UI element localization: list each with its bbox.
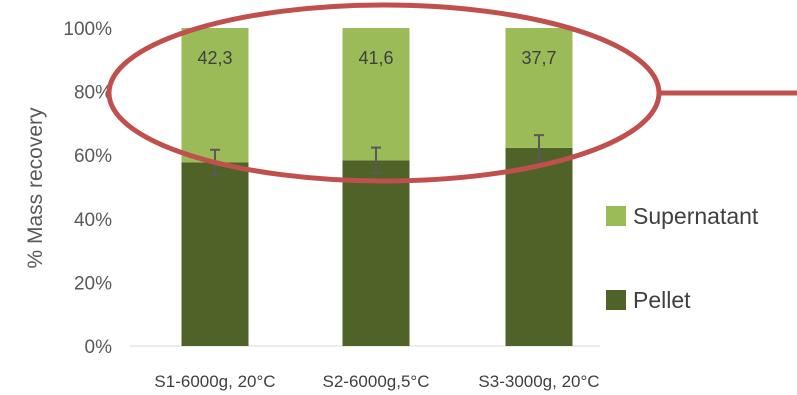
bar-supernatant (505, 28, 573, 148)
y-tick-label: 40% (74, 210, 112, 231)
x-category-label: S1-6000g, 20°C (154, 372, 275, 391)
error-bar (534, 134, 544, 162)
legend-swatch (606, 290, 626, 310)
bars: 42,3 41,6 37,7 (181, 28, 573, 346)
y-tick-label: 0% (85, 337, 113, 358)
data-label-supernatant: 42,3 (197, 48, 232, 68)
x-axis-categories: S1-6000g, 20°C S2-6000g,5°C S3-3000g, 20°C (154, 372, 599, 391)
data-label-supernatant: 41,6 (358, 48, 393, 68)
y-axis-label: % Mass recovery (24, 107, 47, 269)
bar-supernatant (342, 28, 410, 161)
error-bar (371, 146, 381, 175)
legend-label: Supernatant (633, 203, 759, 229)
y-tick-label: 100% (63, 19, 112, 40)
annotation (106, 2, 797, 184)
legend-label: Pellet (633, 287, 691, 313)
x-category-label: S3-3000g, 20°C (478, 372, 599, 391)
legend-item-supernatant: Supernatant (606, 203, 759, 229)
bar-pellet (505, 147, 573, 346)
bar-supernatant (181, 28, 249, 163)
y-tick-label: 20% (74, 273, 112, 294)
data-label-supernatant: 37,7 (521, 48, 556, 68)
bar-pellet (181, 162, 249, 346)
x-category-label: S2-6000g,5°C (323, 372, 430, 391)
legend-item-pellet: Pellet (606, 287, 691, 313)
legend: Supernatant Pellet (606, 203, 759, 313)
y-tick-label: 60% (74, 146, 112, 167)
bar-pellet (342, 160, 410, 346)
y-tick-label: 80% (74, 83, 112, 104)
legend-swatch (606, 206, 626, 226)
